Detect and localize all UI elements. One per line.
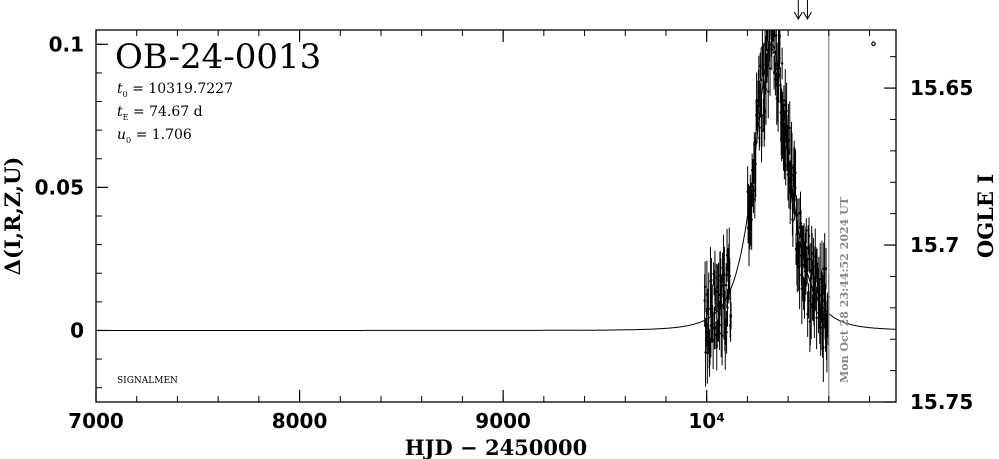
data-point (703, 285, 707, 288)
data-point (819, 326, 823, 329)
data-point (726, 306, 729, 309)
data-point (788, 126, 791, 130)
data-point (820, 272, 824, 275)
data-point (807, 234, 811, 238)
y-right-tick-label: 15.75 (910, 390, 973, 414)
y-right-tick-label: 15.7 (910, 233, 959, 257)
data-point (754, 163, 757, 166)
data-point (778, 34, 782, 38)
data-point (750, 218, 753, 221)
data-point (785, 109, 788, 113)
data-point (764, 88, 768, 91)
model-parameters: t0 = 10319.7227 tE = 74.67 d u0 = 1.706 (117, 81, 233, 145)
data-point (799, 222, 803, 225)
data-point (776, 67, 779, 71)
data-point (715, 290, 718, 293)
data-point (711, 339, 715, 342)
signature-label: SIGNALMEN (117, 376, 178, 386)
data-point (720, 334, 724, 338)
data-point (807, 299, 810, 303)
arrow-down-icon (793, 11, 803, 21)
data-point (768, 67, 772, 70)
data-point (729, 314, 733, 318)
axis-layer: 7000 8000 9000 10⁴ 0.1 0.05 0 15.65 15.7 15.75 (35, 30, 973, 433)
data-point (821, 310, 825, 314)
data-point (763, 109, 766, 113)
data-point (752, 198, 755, 201)
parameter-text: tE = 74.67 d (117, 104, 203, 122)
data-point (815, 316, 818, 320)
parameter-text: u0 = 1.706 (117, 127, 192, 145)
y-axis-label-left: Δ(I,R,Z,U) (0, 157, 25, 276)
x-tick-label: 10⁴ (688, 409, 725, 433)
data-point (810, 303, 813, 306)
data-point (724, 284, 728, 287)
x-tick-label: 7000 (68, 409, 124, 433)
data-point (818, 278, 822, 281)
data-point (801, 263, 804, 267)
data-layer (703, 30, 830, 387)
x-axis-label: HJD − 2450000 (405, 435, 588, 459)
y-left-tick-label: 0.1 (49, 32, 84, 56)
model-curve (96, 43, 896, 331)
data-point (760, 129, 764, 133)
arrow-down-icon (803, 11, 812, 21)
x-tick-label: 9000 (475, 409, 531, 433)
y-right-tick-label: 15.65 (910, 76, 973, 100)
event-title: OB-24-0013 (115, 37, 321, 77)
data-point (790, 166, 794, 169)
data-point (808, 257, 811, 261)
y-axis-label-right: OGLE I (973, 174, 998, 258)
data-point (824, 267, 828, 270)
parameter-text: t0 = 10319.7227 (117, 81, 233, 99)
data-point (787, 138, 790, 142)
data-point (717, 293, 720, 297)
data-point (707, 307, 710, 311)
data-point (713, 276, 717, 279)
data-point (718, 323, 721, 327)
data-point (791, 219, 795, 222)
moon-marker-icon: ° (870, 40, 877, 56)
x-tick-label: 8000 (272, 409, 328, 433)
data-point (822, 346, 825, 349)
date-stamp: Mon Oct 28 23:44:52 2024 UT (838, 196, 851, 383)
data-point (782, 99, 786, 102)
data-point (706, 351, 709, 355)
data-point (713, 326, 716, 330)
data-point (710, 279, 713, 282)
data-point (805, 229, 808, 232)
y-left-tick-label: 0.05 (35, 175, 84, 199)
y-left-tick-label: 0 (70, 318, 84, 342)
data-point (775, 34, 778, 37)
data-point (723, 273, 726, 277)
data-point (794, 171, 797, 175)
data-point (759, 78, 763, 82)
data-point (767, 90, 770, 93)
data-point (728, 274, 731, 278)
data-point (810, 252, 814, 256)
data-point (812, 265, 815, 268)
data-point (780, 62, 784, 65)
data-point (798, 273, 801, 277)
data-point (770, 48, 774, 51)
data-point (725, 331, 728, 334)
arrow-layer (793, 0, 812, 21)
data-point (784, 164, 787, 167)
